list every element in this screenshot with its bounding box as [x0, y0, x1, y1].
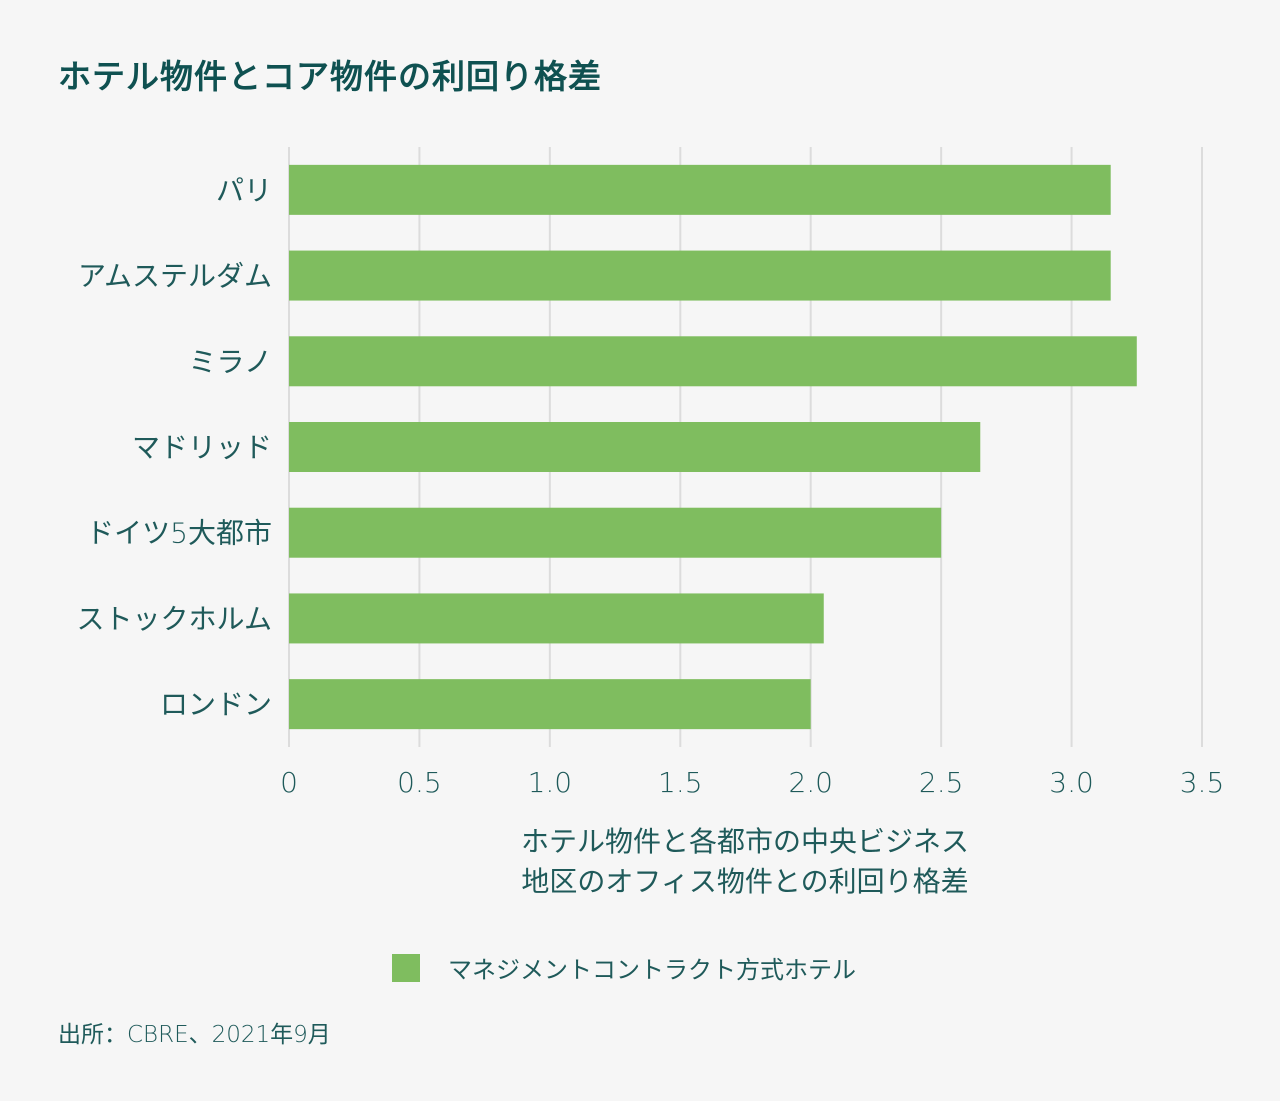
category-label: ロンドン: [160, 688, 272, 721]
category-label: パリ: [216, 174, 272, 207]
x-tick-label: 0: [280, 766, 298, 799]
bar: [289, 250, 1111, 301]
bar: [289, 507, 942, 558]
x-tick-label: 3.5: [1180, 766, 1225, 799]
x-tick-label: 3.0: [1049, 766, 1094, 799]
legend-label: マネジメントコントラクト方式ホテル: [448, 956, 856, 984]
bar: [289, 679, 811, 730]
x-tick-label: 2.5: [919, 766, 964, 799]
chart-title: ホテル物件とコア物件の利回り格差: [58, 57, 602, 96]
category-label: ドイツ5大都市: [86, 517, 272, 550]
legend: マネジメントコントラクト方式ホテル: [392, 950, 856, 985]
bar: [289, 593, 824, 644]
bar: [289, 336, 1137, 387]
x-tick-label: 1.5: [658, 766, 703, 799]
x-axis-label-line-2: 地区のオフィス物件との利回り格差: [521, 865, 969, 898]
legend-swatch: [392, 953, 420, 982]
source-note: 出所：CBRE、2021年9月: [58, 1022, 331, 1048]
category-label: ミラノ: [189, 345, 272, 378]
x-axis-label: ホテル物件と各都市の中央ビジネス 地区のオフィス物件との利回り格差: [420, 822, 1070, 902]
bar: [289, 164, 1111, 215]
bar: [289, 422, 981, 472]
category-label: ストックホルム: [77, 602, 272, 635]
x-tick-label: 1.0: [528, 766, 573, 799]
x-tick-label: 0.5: [397, 766, 442, 799]
category-label: マドリッド: [132, 431, 272, 464]
x-tick-label: 2.0: [788, 766, 833, 799]
x-axis-label-line-1: ホテル物件と各都市の中央ビジネス: [520, 825, 969, 858]
category-label: アムステルダム: [78, 260, 272, 293]
